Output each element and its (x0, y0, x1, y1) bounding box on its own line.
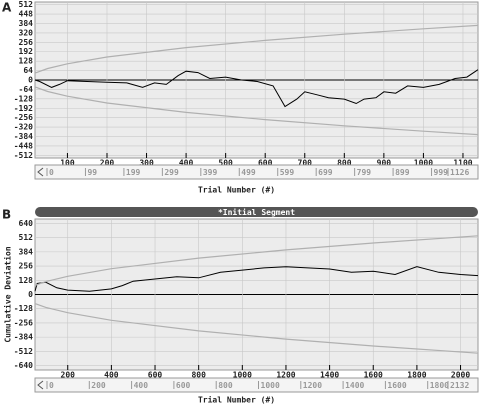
y-tick-label: 448 (19, 10, 34, 19)
y-tick-label: 128 (19, 276, 34, 285)
scroll-label: 999 (434, 168, 449, 177)
y-tick-label: -128 (14, 94, 33, 103)
scroll-label: 1200 (303, 381, 322, 390)
y-tick-label: 320 (19, 28, 34, 37)
segment-title: *Initial Segment (218, 207, 295, 217)
x-axis-label: Trial Number (#) (198, 185, 275, 195)
y-tick-label: -256 (14, 318, 33, 327)
scroll-label: 0 (49, 381, 54, 390)
scroll-label: 299 (164, 168, 179, 177)
scroll-left-button[interactable] (37, 380, 44, 390)
scroll-label: 600 (176, 381, 191, 390)
y-tick-label: 64 (23, 66, 33, 75)
segment-bar[interactable] (35, 207, 478, 217)
data-line (34, 303, 479, 354)
scroll-label: 2132 (450, 381, 469, 390)
x-tick-label: 200 (100, 159, 115, 168)
y-tick-label: 640 (19, 219, 34, 228)
x-tick-label: 1000 (233, 371, 252, 380)
x-tick-label: 900 (377, 159, 392, 168)
scroll-left-button[interactable] (37, 167, 44, 177)
scrollbar[interactable] (34, 164, 479, 180)
scroll-label: 599 (280, 168, 295, 177)
y-tick-label: -320 (14, 123, 33, 132)
y-tick-label: 256 (19, 38, 34, 47)
data-line (34, 86, 479, 136)
scroll-label: 0 (49, 168, 54, 177)
y-tick-label: 0 (28, 76, 33, 85)
x-tick-label: 800 (337, 159, 352, 168)
panel-label: B (2, 208, 11, 222)
scroll-label: 800 (218, 381, 233, 390)
y-tick-label: -640 (14, 361, 33, 370)
scroll-label: 399 (203, 168, 218, 177)
y-tick-label: -512 (14, 347, 33, 356)
scroll-label: 799 (357, 168, 372, 177)
y-tick-label: 384 (19, 19, 34, 28)
x-axis-label: Trial Number (#) (198, 395, 275, 405)
scroll-label: 899 (395, 168, 410, 177)
scroll-label: 1600 (387, 381, 406, 390)
scroll-label: 200 (91, 381, 106, 390)
x-tick-label: 400 (104, 371, 119, 380)
scroll-label: 1126 (450, 168, 469, 177)
y-tick-label: -192 (14, 104, 33, 113)
scroll-label: 400 (134, 381, 149, 390)
scroll-label: 699 (318, 168, 333, 177)
x-tick-label: 200 (61, 371, 76, 380)
x-tick-label: 1800 (407, 371, 426, 380)
y-tick-label: -384 (14, 132, 33, 141)
y-tick-label: -256 (14, 113, 33, 122)
data-line (34, 69, 479, 108)
x-tick-label: 1000 (414, 159, 433, 168)
panel-label: A (2, 1, 12, 15)
scroll-label: 199 (126, 168, 141, 177)
scroll-label: 1800 (430, 381, 449, 390)
y-tick-label: 512 (19, 233, 34, 242)
y-tick-label: 0 (28, 290, 33, 299)
y-tick-label: 384 (19, 247, 34, 256)
x-tick-label: 700 (298, 159, 313, 168)
y-tick-label: -384 (14, 333, 33, 342)
x-tick-label: 1100 (453, 159, 472, 168)
scroll-label: 1400 (345, 381, 364, 390)
x-tick-label: 1200 (276, 371, 295, 380)
x-tick-label: 600 (258, 159, 273, 168)
y-tick-label: -512 (14, 151, 33, 160)
y-tick-label: 256 (19, 262, 34, 271)
y-tick-label: -64 (19, 85, 34, 94)
x-tick-label: 300 (139, 159, 154, 168)
x-tick-label: 600 (148, 371, 163, 380)
y-axis-label: Cumulative Deviation (3, 246, 13, 343)
scrollbar[interactable] (34, 377, 479, 393)
y-tick-label: -128 (14, 304, 33, 313)
x-tick-label: 100 (60, 159, 75, 168)
scroll-label: 99 (87, 168, 97, 177)
scroll-label: 1000 (261, 381, 280, 390)
y-tick-label: 128 (19, 57, 34, 66)
x-tick-label: 2000 (451, 371, 470, 380)
y-tick-label: 512 (19, 0, 34, 9)
x-tick-label: 400 (179, 159, 194, 168)
y-tick-label: -448 (14, 141, 33, 150)
y-tick-label: 192 (19, 47, 34, 56)
scroll-label: 499 (241, 168, 256, 177)
x-tick-label: 1400 (320, 371, 339, 380)
x-tick-label: 800 (191, 371, 206, 380)
x-tick-label: 1600 (364, 371, 383, 380)
data-line (34, 235, 479, 286)
x-tick-label: 500 (218, 159, 233, 168)
data-line (34, 24, 479, 74)
data-line (34, 266, 479, 292)
